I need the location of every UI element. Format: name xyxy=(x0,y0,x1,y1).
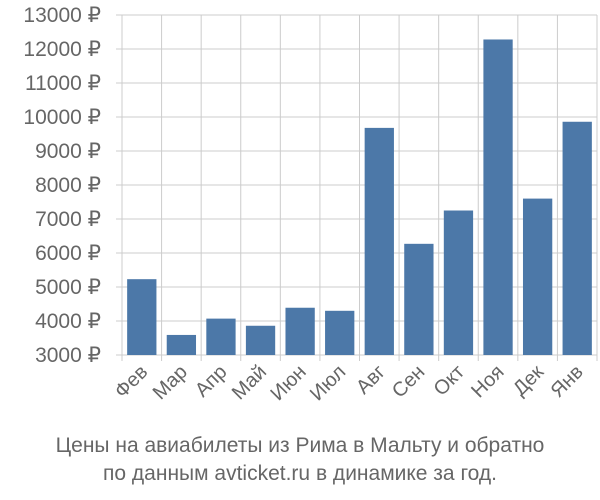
bar xyxy=(522,198,553,355)
x-tick-label: Июн xyxy=(267,361,311,405)
x-tick-label: Апр xyxy=(191,361,232,402)
x-tick-label: Янв xyxy=(547,361,588,402)
x-tick-label: Дек xyxy=(509,361,548,400)
x-tick-label: Мар xyxy=(149,361,192,404)
y-tick-label: 5000 ₽ xyxy=(35,276,101,299)
x-tick-label: Сен xyxy=(388,361,429,402)
y-tick-label: 12000 ₽ xyxy=(23,38,101,61)
y-tick-label: 6000 ₽ xyxy=(35,242,101,265)
bar xyxy=(404,243,434,355)
y-tick-label: 13000 ₽ xyxy=(23,4,101,27)
y-tick-label: 9000 ₽ xyxy=(35,140,101,163)
y-tick-label: 11000 ₽ xyxy=(25,72,101,95)
bar xyxy=(245,325,276,355)
x-tick-label: Май xyxy=(228,361,271,404)
x-tick-label: Окт xyxy=(430,361,469,400)
y-tick-label: 3000 ₽ xyxy=(35,344,101,367)
chart-caption-line-1: Цены на авиабилеты из Рима в Мальту и об… xyxy=(55,434,545,457)
chart-caption-line-2: по данным avticket.ru в динамике за год. xyxy=(103,462,497,485)
bar xyxy=(562,121,592,355)
x-tick-label: Июл xyxy=(306,361,350,405)
bar xyxy=(443,210,474,355)
bar xyxy=(285,307,315,355)
bar xyxy=(483,39,513,355)
x-tick-label: Ноя xyxy=(467,361,508,402)
y-tick-label: 10000 ₽ xyxy=(23,106,101,129)
bar xyxy=(166,334,197,355)
y-tick-label: 4000 ₽ xyxy=(35,310,101,333)
bar xyxy=(127,279,157,355)
x-tick-label: Фев xyxy=(111,361,153,403)
bars xyxy=(127,39,592,355)
y-tick-label: 7000 ₽ xyxy=(35,208,101,231)
gridlines xyxy=(116,14,598,361)
y-axis: 3000 ₽ 4000 ₽ 5000 ₽ 6000 ₽ 7000 ₽ 8000 ₽ 9000… xyxy=(23,4,101,367)
x-tick-label: Авг xyxy=(352,361,390,399)
bar-chart: 3000 ₽ 4000 ₽ 5000 ₽ 6000 ₽ 7000 ₽ 8000 ₽ 9000… xyxy=(23,4,598,405)
bar xyxy=(364,127,394,355)
y-tick-label: 8000 ₽ xyxy=(35,174,101,197)
bar xyxy=(206,318,236,355)
bar xyxy=(325,310,355,355)
